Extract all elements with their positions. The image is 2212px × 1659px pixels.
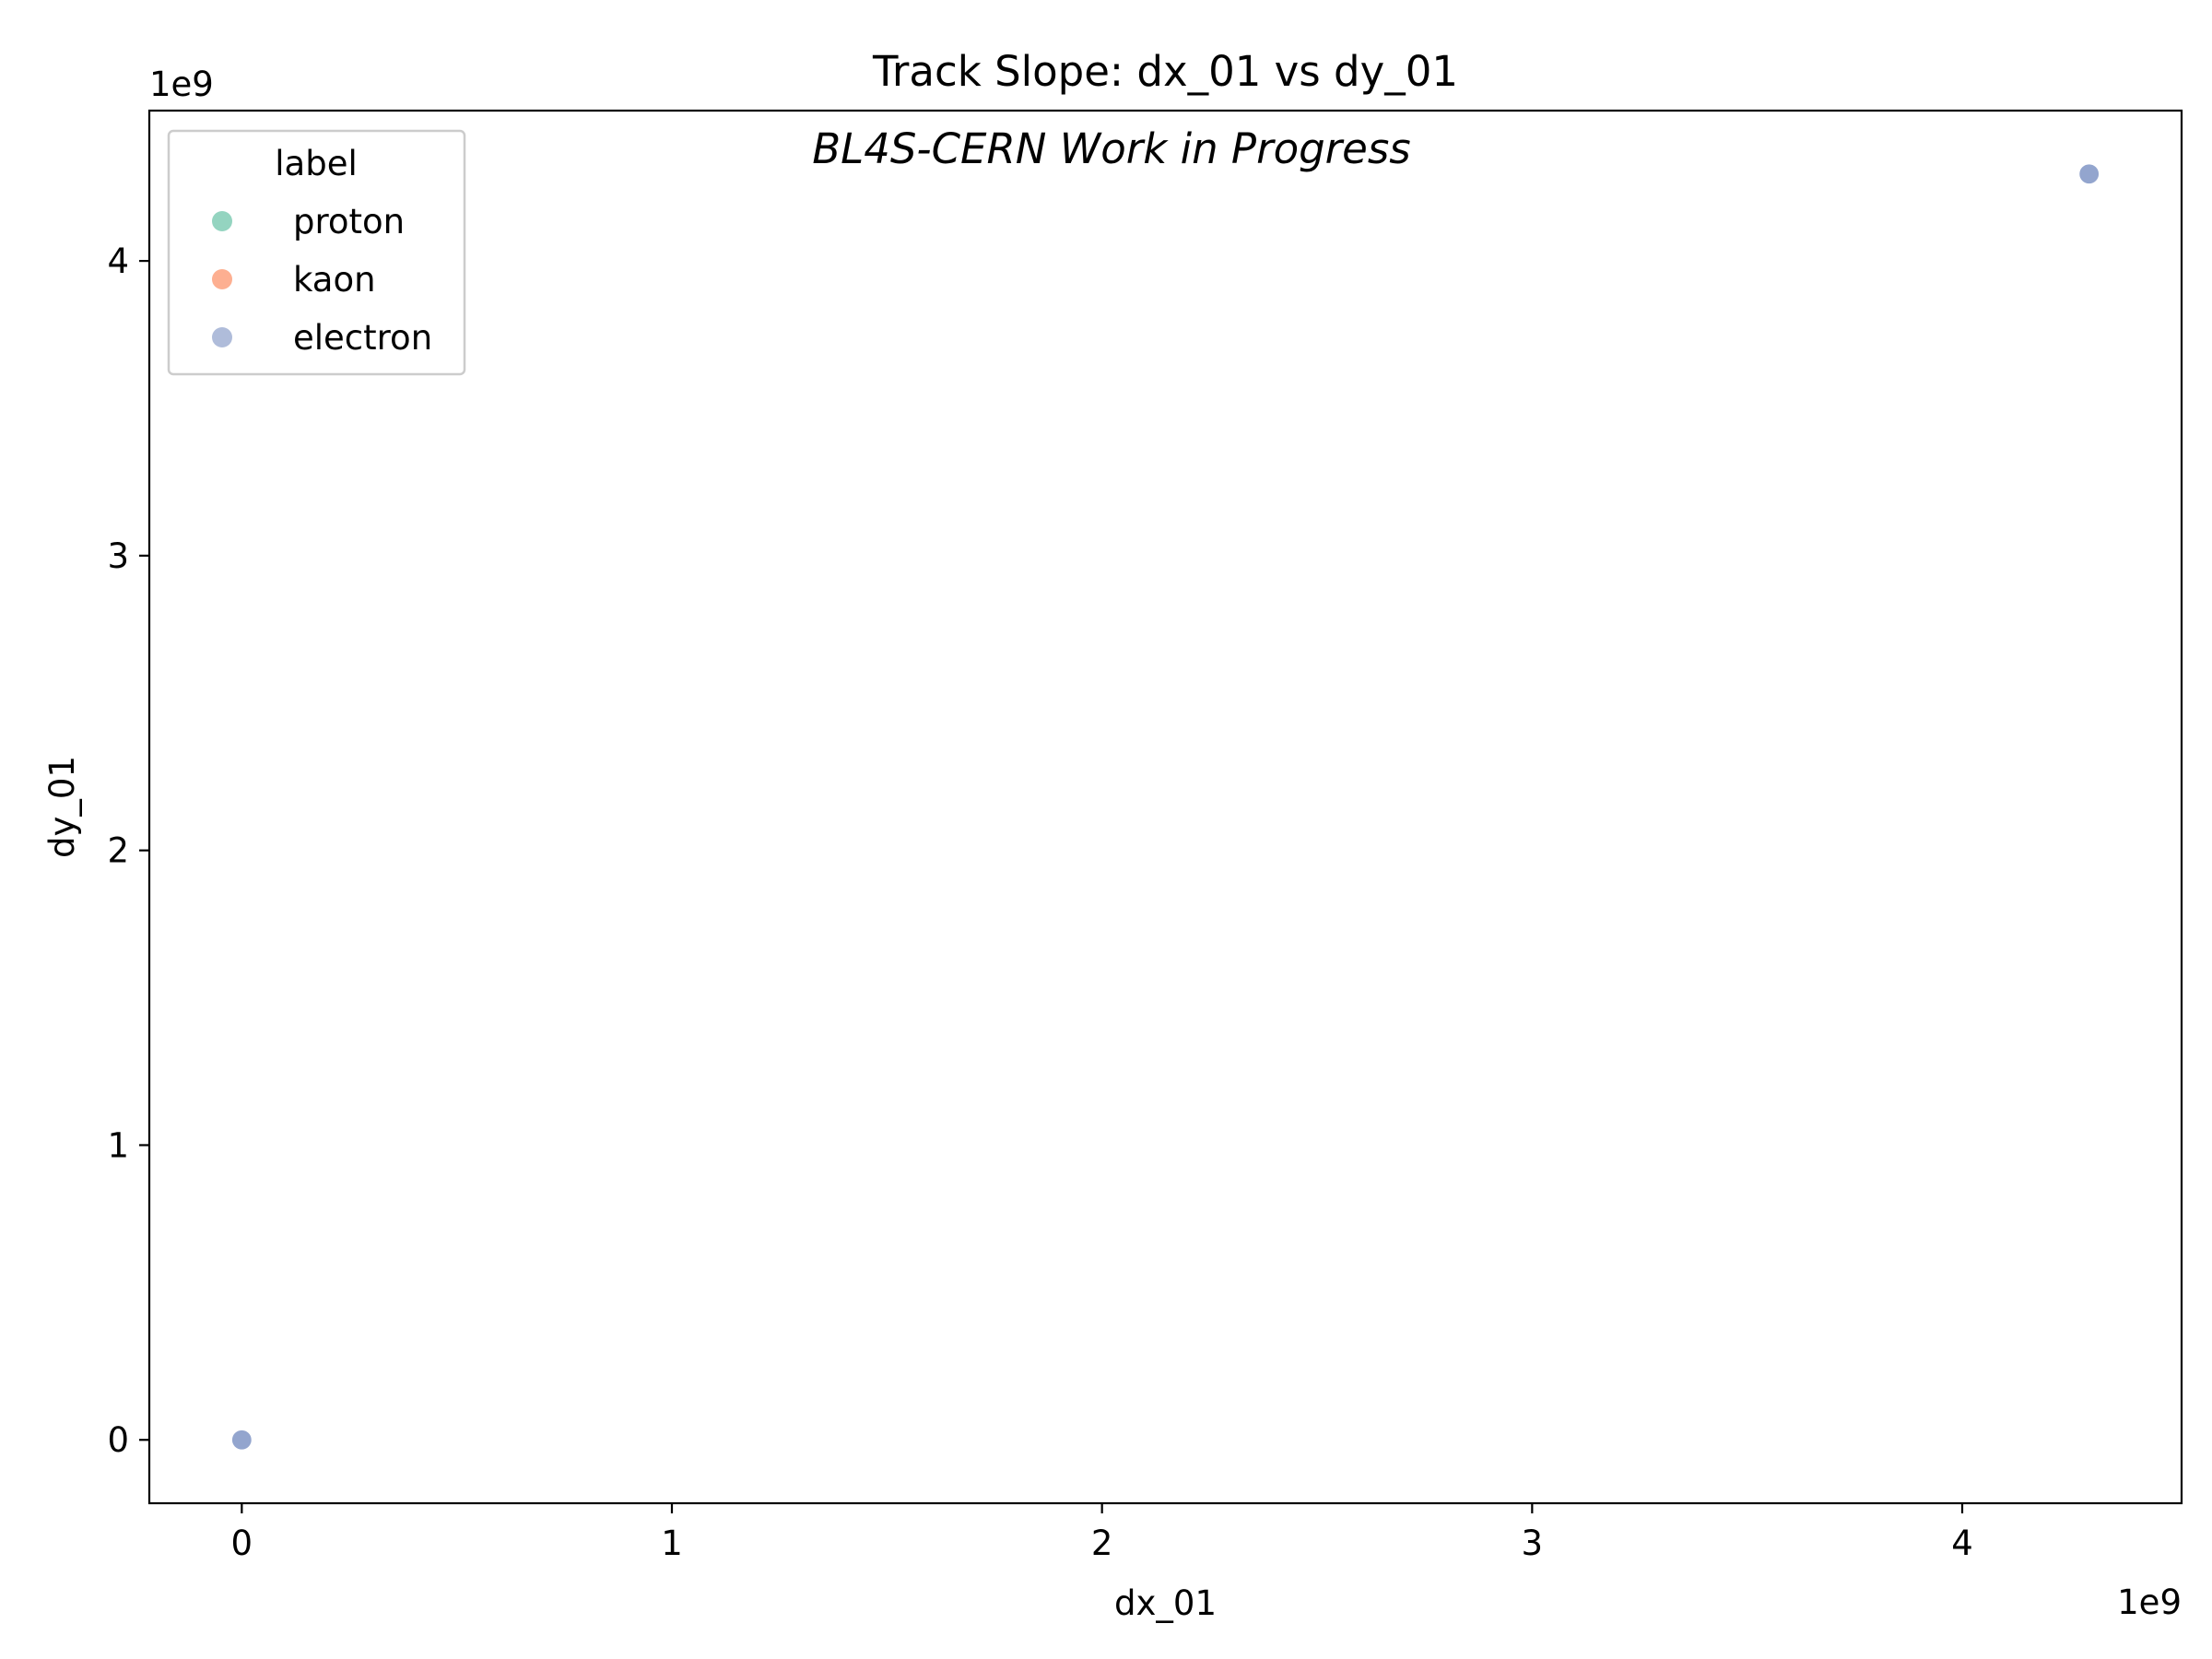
y-tick-label: 2 bbox=[107, 831, 129, 871]
y-axis-offset-text: 1e9 bbox=[149, 65, 214, 104]
data-point-electron bbox=[2078, 163, 2100, 185]
legend: label proton kaon electron bbox=[167, 129, 466, 376]
x-tick-label: 1 bbox=[661, 1524, 683, 1563]
chart-title: Track Slope: dx_01 vs dy_01 bbox=[872, 47, 1458, 96]
legend-marker-proton bbox=[212, 211, 232, 231]
watermark-annotation: BL4S-CERN Work in Progress bbox=[812, 124, 1411, 173]
x-tick-label: 0 bbox=[231, 1524, 253, 1563]
y-tick-label: 0 bbox=[107, 1420, 129, 1460]
legend-marker-kaon bbox=[212, 269, 232, 289]
data-points bbox=[230, 163, 2100, 1451]
plot-frame bbox=[147, 109, 2183, 1505]
x-axis-ticks: 0 1 2 3 4 bbox=[231, 1503, 1973, 1563]
x-axis-label: dx_01 bbox=[1114, 1583, 1217, 1623]
y-tick-label: 3 bbox=[107, 536, 129, 576]
legend-label-electron: electron bbox=[293, 318, 432, 358]
x-tick-label: 3 bbox=[1522, 1524, 1544, 1563]
x-tick-label: 4 bbox=[1951, 1524, 1973, 1563]
legend-entries: proton kaon electron bbox=[212, 202, 432, 358]
y-tick-label: 1 bbox=[107, 1125, 129, 1165]
legend-label-kaon: kaon bbox=[293, 260, 376, 300]
y-axis-ticks: 0 1 2 3 4 bbox=[107, 241, 149, 1460]
legend-box bbox=[167, 129, 466, 376]
y-axis-label: dy_01 bbox=[42, 756, 82, 858]
x-axis-offset-text: 1e9 bbox=[2117, 1583, 2182, 1622]
legend-marker-electron bbox=[212, 327, 232, 347]
y-tick-label: 4 bbox=[107, 241, 129, 281]
legend-title: label bbox=[275, 144, 357, 183]
data-point-electron bbox=[230, 1429, 253, 1451]
x-tick-label: 2 bbox=[1091, 1524, 1113, 1563]
legend-label-proton: proton bbox=[293, 202, 405, 241]
